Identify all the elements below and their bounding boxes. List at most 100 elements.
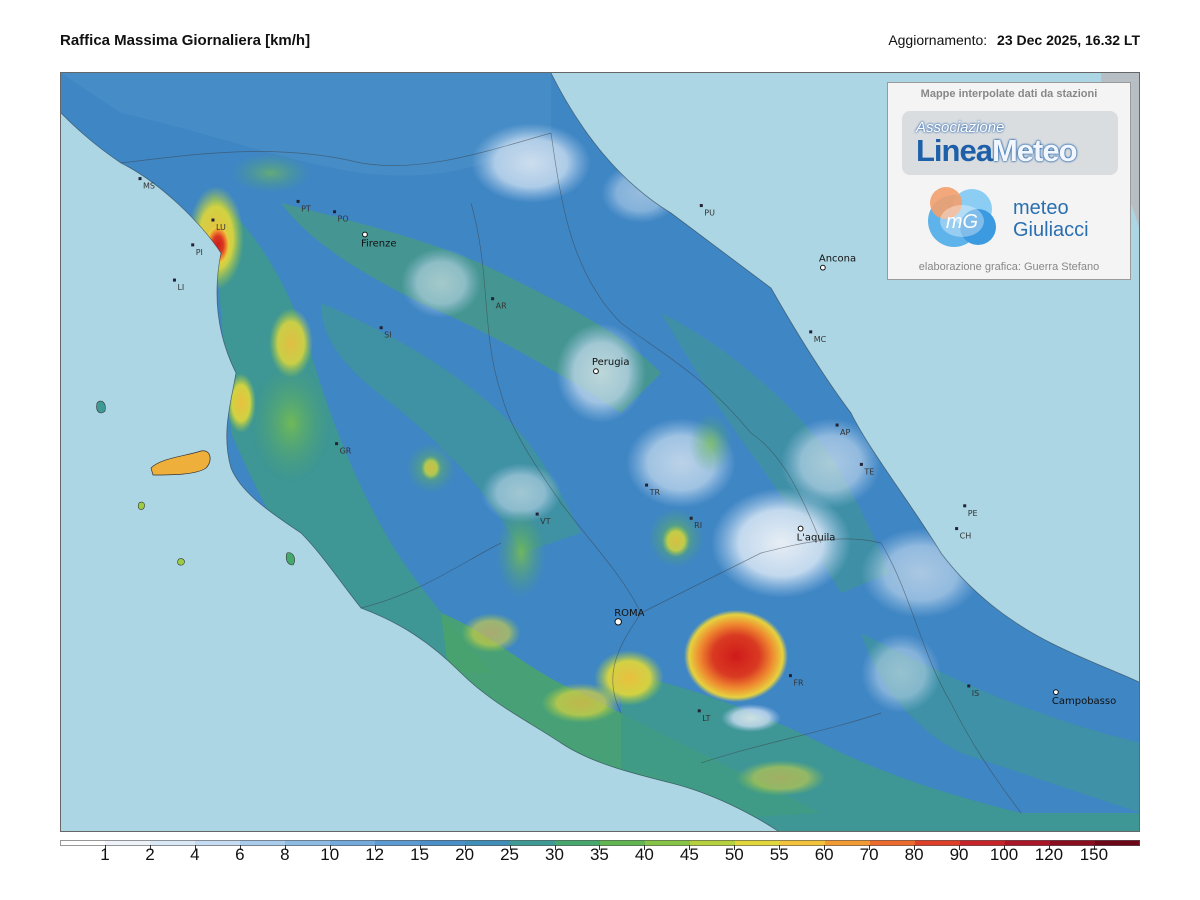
province-label: LU [216,223,226,232]
scale-tick [914,845,916,850]
scale-tick-label: 45 [679,845,699,864]
province-label: TE [863,467,874,476]
scale-tick-label: 70 [859,845,879,864]
province-marker [535,512,539,516]
province-marker [645,483,649,487]
province-label: LT [702,714,710,723]
province-label: CH [960,532,972,541]
scale-tick-label: 100 [989,845,1019,864]
city-marker [797,525,804,532]
scale-swatch [330,840,376,846]
province-marker [296,199,300,203]
scale-swatch [825,840,871,846]
scale-swatch [870,840,916,846]
scale-tick [1093,845,1095,850]
color-scale-labels: 1 2 4 6 8 10 12 15 20 25 30 35 40 45 50 55 60 70 80 90 100 12… [60,845,1140,867]
city-label: Campobasso [1052,696,1116,707]
scale-tick-label: 35 [589,845,609,864]
scale-tick [419,845,421,850]
linea-meteo-logo[interactable]: Associazione LineaMeteo [902,111,1118,175]
scale-swatch [60,840,106,846]
scale-swatch [375,840,421,846]
province-marker [211,218,215,222]
province-marker [788,674,792,678]
scale-tick-label: 55 [769,845,789,864]
province-label: FR [793,679,804,688]
scale-tick-label: 20 [455,845,475,864]
meteo-giuliacci-line2: Giuliacci [1013,219,1089,241]
scale-tick-label: 40 [634,845,654,864]
scale-tick-label: 4 [190,845,200,864]
scale-tick [734,845,736,850]
meteo-giuliacci-line1: meteo [1013,197,1069,219]
province-label: AP [840,428,850,437]
scale-tick [689,845,691,850]
province-label: GR [340,447,352,456]
scale-tick [554,845,556,850]
scale-tick [869,845,871,850]
city-label: Firenze [361,239,397,250]
scale-tick [599,845,601,850]
scale-tick-label: 30 [545,845,564,864]
scale-tick-label: 6 [235,845,245,864]
province-marker [172,278,176,282]
scale-tick-label: 25 [500,845,520,864]
scale-tick [284,845,286,850]
scale-swatch [1005,840,1051,846]
scale-swatch [465,840,511,846]
linea-meteo-wordmark: LineaMeteo [916,133,1078,169]
province-label: MC [814,335,827,344]
city-marker [362,231,368,238]
update-label: Aggiornamento: [888,32,988,48]
city-label: ROMA [614,608,644,619]
credit-bottom-text: elaborazione grafica: Guerra Stefano [918,261,1100,273]
meteo-word: Meteo [991,133,1078,168]
city-label: Perugia [592,357,630,368]
color-scale-bar [60,840,1140,846]
meteo-giuliacci-icon[interactable]: mG [924,183,1000,251]
scale-tick-label: 150 [1079,845,1109,864]
city-marker [614,618,622,626]
scale-tick [194,845,196,850]
province-marker [967,684,971,688]
province-label: TR [649,488,661,497]
scale-swatch [240,840,286,846]
scale-swatch [195,840,241,846]
province-marker [955,527,959,531]
scale-swatch [420,840,466,846]
province-marker [335,442,339,446]
province-marker [699,204,703,208]
city-marker [593,368,599,375]
scale-tick-label: 12 [365,845,385,864]
scale-tick [1004,845,1005,850]
credit-top-text: Mappe interpolate dati da stazioni [920,88,1098,100]
province-marker [138,177,142,181]
scale-tick-label: 15 [410,845,430,864]
scale-tick [779,845,781,850]
islands [96,400,295,566]
scale-swatch [780,840,826,846]
update-timestamp: Aggiornamento: 23 Dec 2025, 16.32 LT [888,32,1140,48]
linea-word: Linea [916,133,993,168]
scale-tick-label: 60 [814,845,834,864]
province-label: MS [143,182,155,191]
scale-tick-label: 90 [949,845,969,864]
scale-swatch [735,840,781,846]
scale-tick [374,845,376,850]
province-label: PU [704,209,715,218]
scale-tick-label: 80 [904,845,924,864]
scale-tick [464,845,466,850]
province-label: LI [177,283,184,292]
scale-tick-label: 1 [100,845,110,864]
scale-tick-label: 2 [145,845,155,864]
province-marker [809,330,813,334]
scale-tick [959,845,961,850]
scale-tick [105,845,106,850]
province-label: PT [301,204,311,213]
scale-tick [1048,845,1050,850]
scale-swatch [1050,840,1096,846]
scale-swatch [555,840,601,846]
scale-tick-label: 50 [724,845,744,864]
scale-swatch [105,840,151,846]
scale-tick-label: 8 [280,845,290,864]
